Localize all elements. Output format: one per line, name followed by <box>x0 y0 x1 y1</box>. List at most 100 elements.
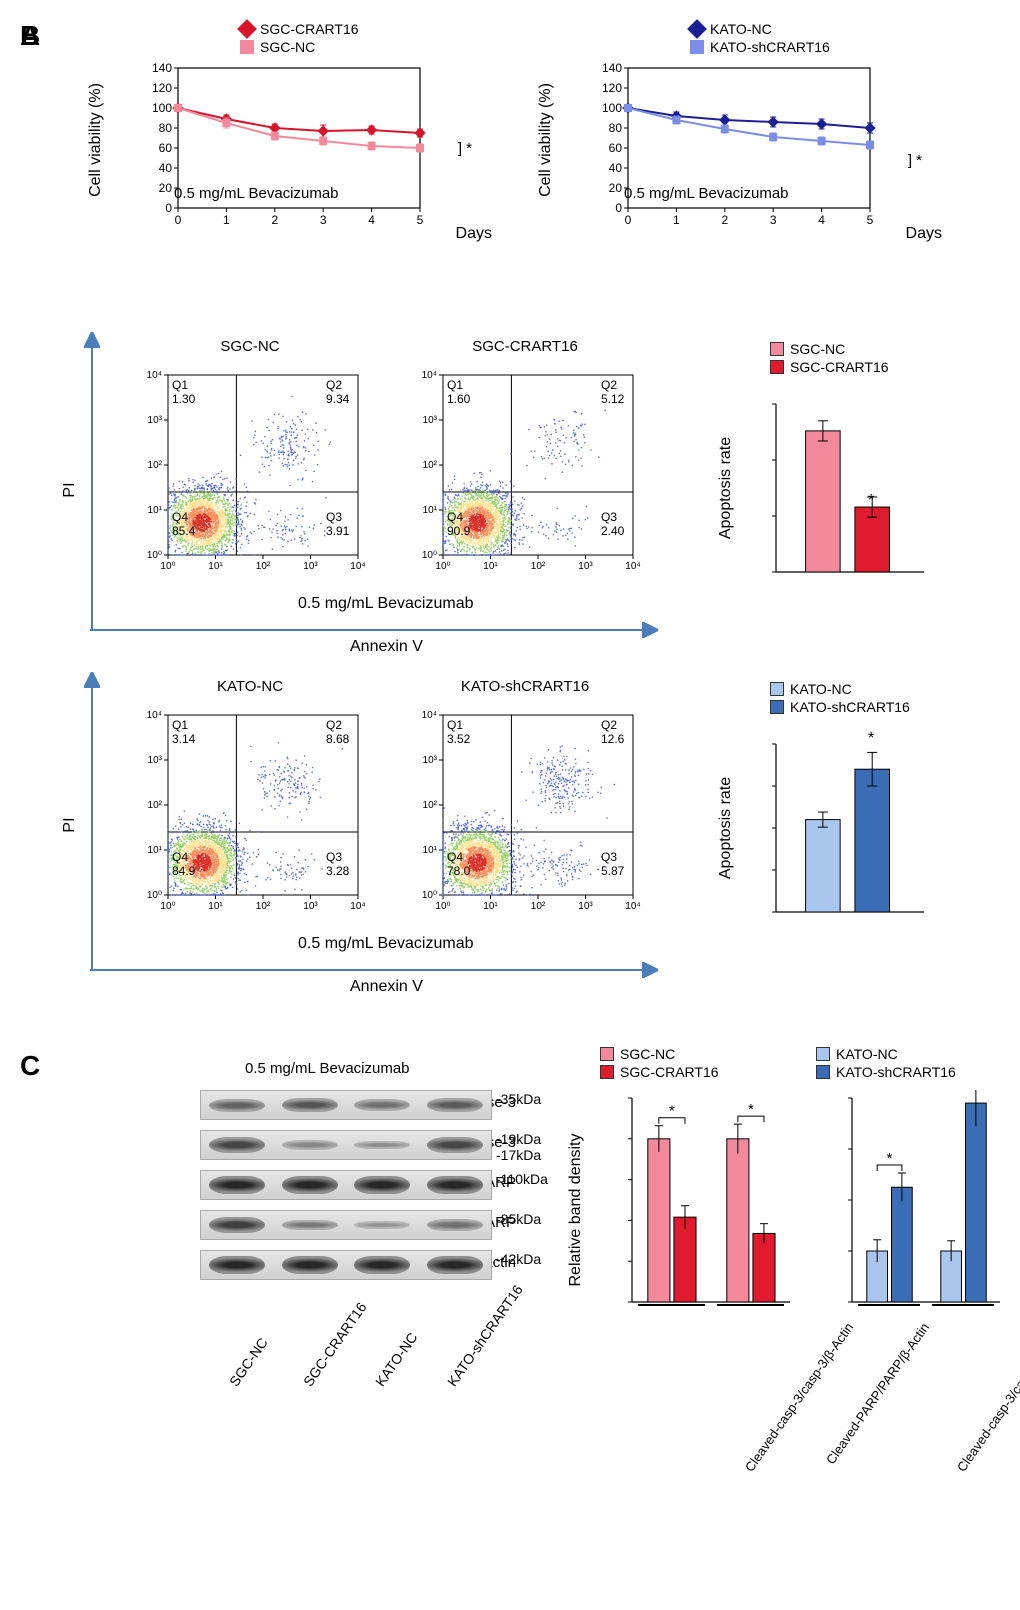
quadrant-label: Q13.14 <box>172 718 195 746</box>
significance-marker: ] * <box>458 140 472 157</box>
treatment-text: 0.5 mg/mL Bevacizumab <box>298 595 473 613</box>
legend: SGC-CRART16 SGC-NC <box>240 20 359 56</box>
line-plot: 020406080100120140012345 <box>150 58 430 238</box>
bars-plot: 05101520 <box>770 740 930 920</box>
bars-plot: 051015 <box>770 400 930 580</box>
svg-text:10²: 10² <box>531 561 546 572</box>
blot-band <box>282 1176 338 1195</box>
svg-text:3: 3 <box>320 213 327 227</box>
significance-marker: * <box>868 730 874 748</box>
blot-band <box>354 1221 410 1229</box>
quadrant-label: Q484.9 <box>172 850 195 878</box>
svg-text:100: 100 <box>152 101 172 115</box>
svg-text:2: 2 <box>721 213 728 227</box>
svg-text:120: 120 <box>152 81 172 95</box>
legend: SGC-NC SGC-CRART16 <box>770 340 889 376</box>
line-plot: 020406080100120140012345 <box>600 58 880 238</box>
svg-text:5: 5 <box>417 213 424 227</box>
blot-band <box>282 1256 338 1275</box>
barchart-kato-apoptosis: KATO-NC KATO-shCRART16 Apoptosis rate 05… <box>740 690 940 920</box>
square-icon <box>600 1065 614 1079</box>
quadrant-label: Q25.12 <box>601 378 624 406</box>
blot-row <box>200 1170 492 1200</box>
quadrant-label: Q35.87 <box>601 850 624 878</box>
legend-label: SGC-CRART16 <box>620 1063 719 1081</box>
svg-text:0: 0 <box>165 201 172 215</box>
square-icon <box>690 40 704 54</box>
svg-text:20: 20 <box>159 181 173 195</box>
svg-text:140: 140 <box>602 61 622 75</box>
blot-band <box>282 1140 338 1150</box>
svg-text:10³: 10³ <box>423 415 438 426</box>
legend-label: KATO-shCRART16 <box>710 38 830 56</box>
ylabel: Cell viability (%) <box>87 83 105 197</box>
quadrant-label: Q33.91 <box>326 510 349 538</box>
svg-text:10¹: 10¹ <box>483 561 498 572</box>
legend-label: KATO-shCRART16 <box>790 698 910 716</box>
flow-plot: SGC-NC10⁰10⁰10¹10¹10²10²10³10³10⁴10⁴Q11.… <box>130 360 370 580</box>
svg-text:0: 0 <box>625 213 632 227</box>
legend: KATO-NC KATO-shCRART16 <box>816 1045 956 1081</box>
blot-lane-label: SGC-NC <box>226 1335 271 1389</box>
blot-kda-label: -110kDa <box>496 1171 548 1187</box>
blot-band <box>354 1256 410 1275</box>
quadrant-label: Q32.40 <box>601 510 624 538</box>
axis-arrow-vert-icon <box>82 330 102 640</box>
square-icon <box>770 342 784 356</box>
annexin-axis-label: Annexin V <box>350 638 423 656</box>
blot-band <box>427 1098 483 1112</box>
blot-band <box>427 1176 483 1195</box>
square-icon <box>816 1065 830 1079</box>
blot-row <box>200 1250 492 1280</box>
blot-lane-label: KATO-shCRART16 <box>444 1282 526 1389</box>
quadrant-label: Q212.6 <box>601 718 624 746</box>
xlabel: Days <box>456 225 492 243</box>
svg-text:40: 40 <box>159 161 173 175</box>
flow-title: KATO-shCRART16 <box>405 678 645 695</box>
svg-text:80: 80 <box>159 121 173 135</box>
blot-band <box>427 1256 483 1275</box>
square-icon <box>240 40 254 54</box>
quadrant-label: Q485.4 <box>172 510 195 538</box>
svg-text:80: 80 <box>609 121 623 135</box>
svg-text:100: 100 <box>602 101 622 115</box>
bars-plot: 0255075100125** <box>626 1090 796 1310</box>
svg-text:10⁰: 10⁰ <box>435 561 450 572</box>
linechart-kato: Cell viability (%) Days KATO-NC KATO-shC… <box>560 20 900 260</box>
blot-band <box>427 1137 483 1153</box>
quadrant-label: Q33.28 <box>326 850 349 878</box>
svg-text:60: 60 <box>159 141 173 155</box>
blot-lane-label: KATO-NC <box>372 1329 421 1389</box>
legend: KATO-NC KATO-shCRART16 <box>770 680 910 716</box>
panel-c-label: C <box>20 1050 40 1082</box>
svg-text:10⁰: 10⁰ <box>147 550 162 561</box>
treatment-text: 0.5 mg/mL Bevacizumab <box>298 935 473 953</box>
quadrant-label: Q28.68 <box>326 718 349 746</box>
square-icon <box>600 1047 614 1061</box>
blot-band <box>209 1256 265 1275</box>
legend-label: SGC-NC <box>620 1045 675 1063</box>
svg-text:3: 3 <box>770 213 777 227</box>
svg-text:120: 120 <box>602 81 622 95</box>
flow-title: SGC-NC <box>130 338 370 355</box>
svg-text:10³: 10³ <box>578 561 593 572</box>
significance-marker: ] * <box>908 152 922 169</box>
blot-kda-label: -42kDa <box>496 1251 541 1267</box>
legend-label: KATO-NC <box>710 20 772 38</box>
pi-axis-label: PI <box>61 817 79 832</box>
axis-arrow-horiz-icon <box>90 620 660 640</box>
blot-row <box>200 1090 492 1120</box>
svg-text:2: 2 <box>271 213 278 227</box>
svg-text:10⁴: 10⁴ <box>422 370 437 381</box>
legend-label: SGC-CRART16 <box>790 358 889 376</box>
svg-text:10⁴: 10⁴ <box>350 561 365 572</box>
svg-text:10⁰: 10⁰ <box>160 561 175 572</box>
blot-kda-label: -35kDa <box>496 1091 541 1107</box>
svg-text:0: 0 <box>615 201 622 215</box>
barchart-c-sgc: SGC-NC SGC-CRART16 Relative band density… <box>590 1070 790 1350</box>
figure-root: A Cell viability (%) Days SGC-CRART16 SG… <box>20 20 1000 1590</box>
svg-text:4: 4 <box>368 213 375 227</box>
svg-text:10²: 10² <box>423 460 438 471</box>
blot-band <box>209 1099 265 1112</box>
svg-text:10⁴: 10⁴ <box>147 370 162 381</box>
